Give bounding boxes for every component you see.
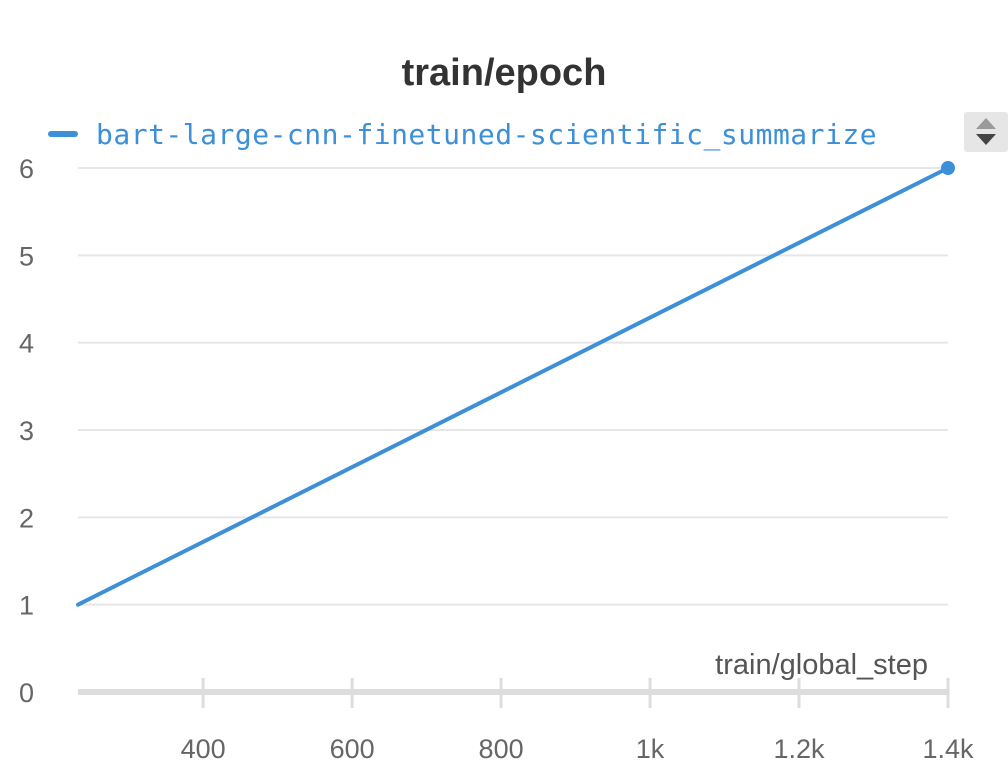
- triangle-up-icon[interactable]: [976, 118, 996, 129]
- series-end-point[interactable]: [941, 161, 955, 175]
- y-tick-label: 3: [19, 416, 34, 446]
- series-line: [76, 166, 950, 607]
- legend[interactable]: bart-large-cnn-finetuned-scientific_summ…: [48, 112, 877, 156]
- y-tick-label: 2: [19, 503, 34, 533]
- y-tick-label: 5: [19, 241, 34, 271]
- x-tick-label: 600: [330, 734, 375, 764]
- chart-title: train/epoch: [401, 52, 607, 94]
- gridlines: [78, 167, 948, 606]
- x-tick-label: 1k: [636, 734, 665, 764]
- x-tick-label: 1.2k: [774, 734, 826, 764]
- series-layer: [76, 161, 955, 607]
- x-axis-ticks: 400 600 800 1k 1.2k 1.4k: [181, 678, 974, 764]
- triangle-down-icon[interactable]: [976, 134, 996, 145]
- x-tick-label: 800: [479, 734, 524, 764]
- x-tick-label: 1.4k: [922, 734, 974, 764]
- y-tick-label: 4: [19, 329, 34, 359]
- y-tick-label: 1: [19, 591, 34, 621]
- legend-series-label: bart-large-cnn-finetuned-scientific_summ…: [96, 117, 878, 151]
- y-tick-label: 0: [19, 678, 34, 708]
- legend-scroll-control[interactable]: [964, 112, 1008, 152]
- x-axis-label: train/global_step: [715, 649, 928, 681]
- legend-swatch: [48, 131, 78, 137]
- y-tick-label: 6: [19, 154, 34, 184]
- x-tick-label: 400: [181, 734, 226, 764]
- y-axis-ticks: 0 1 2 3 4 5 6: [19, 154, 34, 708]
